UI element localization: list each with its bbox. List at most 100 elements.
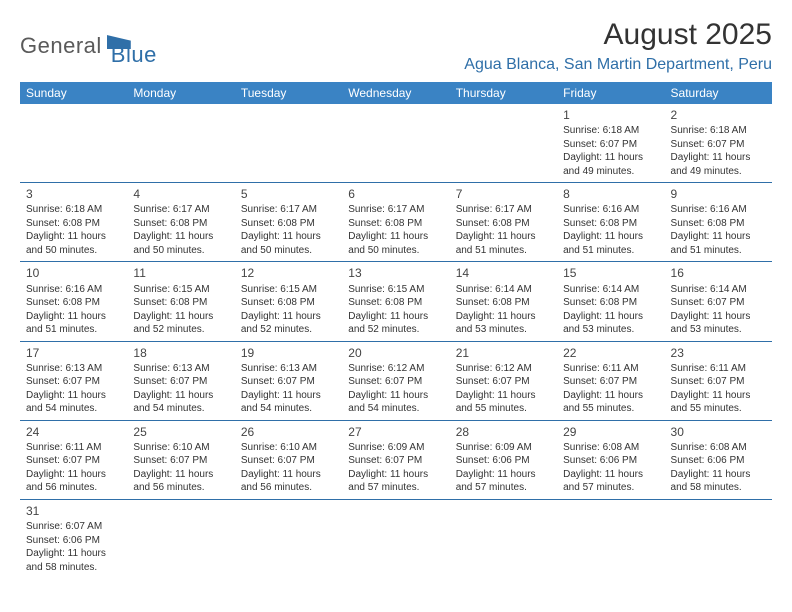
title-block: August 2025 Agua Blanca, San Martin Depa… bbox=[464, 18, 772, 74]
sunset-text: Sunset: 6:08 PM bbox=[133, 296, 228, 310]
empty-cell bbox=[127, 104, 234, 183]
sunrise-text: Sunrise: 6:17 AM bbox=[241, 203, 336, 217]
daylight-text: Daylight: 11 hours and 57 minutes. bbox=[563, 468, 658, 495]
sunrise-text: Sunrise: 6:16 AM bbox=[563, 203, 658, 217]
sunset-text: Sunset: 6:08 PM bbox=[456, 296, 551, 310]
daylight-text: Daylight: 11 hours and 52 minutes. bbox=[133, 310, 228, 337]
empty-cell bbox=[342, 104, 449, 183]
location-subtitle: Agua Blanca, San Martin Department, Peru bbox=[464, 56, 772, 74]
sunset-text: Sunset: 6:08 PM bbox=[133, 217, 228, 231]
day-number: 26 bbox=[241, 424, 336, 440]
weekday-header: Saturday bbox=[665, 82, 772, 104]
sunrise-text: Sunrise: 6:11 AM bbox=[563, 362, 658, 376]
day-cell: 6Sunrise: 6:17 AMSunset: 6:08 PMDaylight… bbox=[342, 183, 449, 262]
daylight-text: Daylight: 11 hours and 58 minutes. bbox=[671, 468, 766, 495]
empty-cell bbox=[127, 499, 234, 578]
sunset-text: Sunset: 6:08 PM bbox=[348, 217, 443, 231]
daylight-text: Daylight: 11 hours and 54 minutes. bbox=[348, 389, 443, 416]
day-cell: 23Sunrise: 6:11 AMSunset: 6:07 PMDayligh… bbox=[665, 341, 772, 420]
sunset-text: Sunset: 6:07 PM bbox=[348, 375, 443, 389]
daylight-text: Daylight: 11 hours and 50 minutes. bbox=[26, 230, 121, 257]
sunset-text: Sunset: 6:08 PM bbox=[671, 217, 766, 231]
daylight-text: Daylight: 11 hours and 51 minutes. bbox=[563, 230, 658, 257]
daylight-text: Daylight: 11 hours and 57 minutes. bbox=[348, 468, 443, 495]
day-cell: 27Sunrise: 6:09 AMSunset: 6:07 PMDayligh… bbox=[342, 420, 449, 499]
weekday-header: Wednesday bbox=[342, 82, 449, 104]
sunrise-text: Sunrise: 6:08 AM bbox=[563, 441, 658, 455]
sunrise-text: Sunrise: 6:13 AM bbox=[133, 362, 228, 376]
sunset-text: Sunset: 6:08 PM bbox=[26, 217, 121, 231]
empty-cell bbox=[450, 104, 557, 183]
daylight-text: Daylight: 11 hours and 51 minutes. bbox=[456, 230, 551, 257]
sunset-text: Sunset: 6:07 PM bbox=[133, 454, 228, 468]
sunset-text: Sunset: 6:08 PM bbox=[456, 217, 551, 231]
sunset-text: Sunset: 6:07 PM bbox=[671, 296, 766, 310]
sunrise-text: Sunrise: 6:18 AM bbox=[671, 124, 766, 138]
sunset-text: Sunset: 6:07 PM bbox=[671, 375, 766, 389]
sunrise-text: Sunrise: 6:10 AM bbox=[241, 441, 336, 455]
daylight-text: Daylight: 11 hours and 55 minutes. bbox=[671, 389, 766, 416]
sunrise-text: Sunrise: 6:09 AM bbox=[456, 441, 551, 455]
day-cell: 28Sunrise: 6:09 AMSunset: 6:06 PMDayligh… bbox=[450, 420, 557, 499]
day-number: 19 bbox=[241, 345, 336, 361]
sunset-text: Sunset: 6:07 PM bbox=[133, 375, 228, 389]
day-number: 11 bbox=[133, 265, 228, 281]
sunrise-text: Sunrise: 6:14 AM bbox=[456, 283, 551, 297]
sunset-text: Sunset: 6:06 PM bbox=[671, 454, 766, 468]
sunrise-text: Sunrise: 6:18 AM bbox=[26, 203, 121, 217]
day-number: 23 bbox=[671, 345, 766, 361]
daylight-text: Daylight: 11 hours and 53 minutes. bbox=[456, 310, 551, 337]
day-cell: 16Sunrise: 6:14 AMSunset: 6:07 PMDayligh… bbox=[665, 262, 772, 341]
empty-cell bbox=[342, 499, 449, 578]
daylight-text: Daylight: 11 hours and 58 minutes. bbox=[26, 547, 121, 574]
calendar-row: 10Sunrise: 6:16 AMSunset: 6:08 PMDayligh… bbox=[20, 262, 772, 341]
calendar-row: 24Sunrise: 6:11 AMSunset: 6:07 PMDayligh… bbox=[20, 420, 772, 499]
sunrise-text: Sunrise: 6:14 AM bbox=[671, 283, 766, 297]
day-number: 12 bbox=[241, 265, 336, 281]
sunset-text: Sunset: 6:07 PM bbox=[26, 375, 121, 389]
day-cell: 21Sunrise: 6:12 AMSunset: 6:07 PMDayligh… bbox=[450, 341, 557, 420]
daylight-text: Daylight: 11 hours and 55 minutes. bbox=[456, 389, 551, 416]
sunset-text: Sunset: 6:08 PM bbox=[563, 217, 658, 231]
weekday-header: Monday bbox=[127, 82, 234, 104]
day-cell: 13Sunrise: 6:15 AMSunset: 6:08 PMDayligh… bbox=[342, 262, 449, 341]
daylight-text: Daylight: 11 hours and 57 minutes. bbox=[456, 468, 551, 495]
sunset-text: Sunset: 6:07 PM bbox=[241, 375, 336, 389]
daylight-text: Daylight: 11 hours and 50 minutes. bbox=[348, 230, 443, 257]
day-number: 6 bbox=[348, 186, 443, 202]
daylight-text: Daylight: 11 hours and 54 minutes. bbox=[133, 389, 228, 416]
sunset-text: Sunset: 6:06 PM bbox=[26, 534, 121, 548]
day-cell: 4Sunrise: 6:17 AMSunset: 6:08 PMDaylight… bbox=[127, 183, 234, 262]
daylight-text: Daylight: 11 hours and 54 minutes. bbox=[241, 389, 336, 416]
daylight-text: Daylight: 11 hours and 49 minutes. bbox=[671, 151, 766, 178]
daylight-text: Daylight: 11 hours and 53 minutes. bbox=[563, 310, 658, 337]
sunrise-text: Sunrise: 6:16 AM bbox=[671, 203, 766, 217]
day-cell: 2Sunrise: 6:18 AMSunset: 6:07 PMDaylight… bbox=[665, 104, 772, 183]
sunset-text: Sunset: 6:06 PM bbox=[563, 454, 658, 468]
empty-cell bbox=[235, 104, 342, 183]
day-cell: 19Sunrise: 6:13 AMSunset: 6:07 PMDayligh… bbox=[235, 341, 342, 420]
day-number: 14 bbox=[456, 265, 551, 281]
sunset-text: Sunset: 6:08 PM bbox=[26, 296, 121, 310]
daylight-text: Daylight: 11 hours and 51 minutes. bbox=[671, 230, 766, 257]
sunrise-text: Sunrise: 6:17 AM bbox=[133, 203, 228, 217]
empty-cell bbox=[20, 104, 127, 183]
sunrise-text: Sunrise: 6:16 AM bbox=[26, 283, 121, 297]
day-number: 2 bbox=[671, 107, 766, 123]
day-cell: 26Sunrise: 6:10 AMSunset: 6:07 PMDayligh… bbox=[235, 420, 342, 499]
calendar-table: Sunday Monday Tuesday Wednesday Thursday… bbox=[20, 82, 772, 578]
logo: General Blue bbox=[20, 24, 157, 68]
day-cell: 22Sunrise: 6:11 AMSunset: 6:07 PMDayligh… bbox=[557, 341, 664, 420]
daylight-text: Daylight: 11 hours and 56 minutes. bbox=[133, 468, 228, 495]
sunset-text: Sunset: 6:07 PM bbox=[348, 454, 443, 468]
day-cell: 12Sunrise: 6:15 AMSunset: 6:08 PMDayligh… bbox=[235, 262, 342, 341]
sunrise-text: Sunrise: 6:17 AM bbox=[456, 203, 551, 217]
sunset-text: Sunset: 6:07 PM bbox=[241, 454, 336, 468]
logo-flag-icon bbox=[107, 35, 131, 49]
day-number: 31 bbox=[26, 503, 121, 519]
sunrise-text: Sunrise: 6:10 AM bbox=[133, 441, 228, 455]
sunset-text: Sunset: 6:07 PM bbox=[26, 454, 121, 468]
day-cell: 5Sunrise: 6:17 AMSunset: 6:08 PMDaylight… bbox=[235, 183, 342, 262]
day-number: 5 bbox=[241, 186, 336, 202]
sunrise-text: Sunrise: 6:09 AM bbox=[348, 441, 443, 455]
